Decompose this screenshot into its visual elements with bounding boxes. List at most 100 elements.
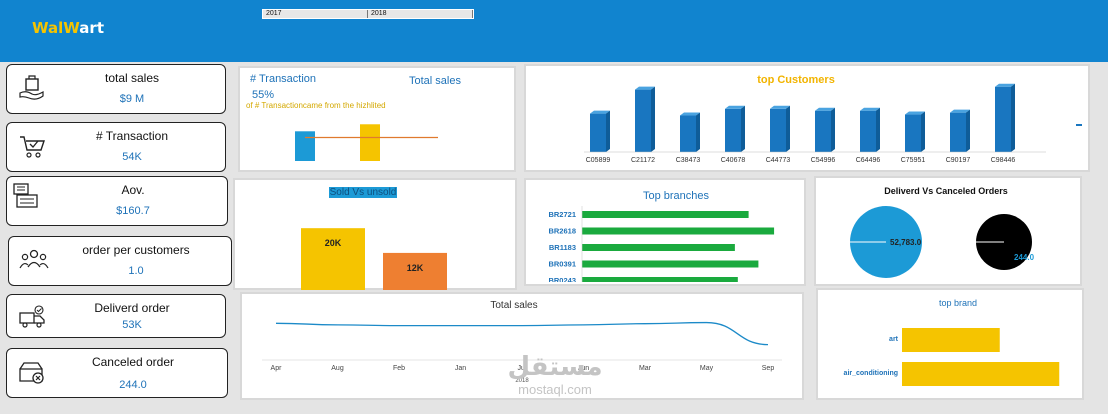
kpi-value: $9 M	[119, 93, 145, 105]
top-customers-chart: C05899 C21172 C38473 C40678 C44773 C54996 C644…	[584, 83, 1046, 164]
customer-bar-top	[815, 107, 835, 111]
kpi-label: Aov.	[121, 183, 145, 197]
year-2018-button[interactable]: 2018	[368, 10, 473, 18]
branch-label: BR2721	[548, 210, 576, 219]
sold-bar-label: 20K	[325, 238, 342, 248]
top-branches-chart: BR2721 BR2618 BR1183 BR0391 BR0243	[548, 206, 775, 282]
customer-bar-side	[741, 105, 745, 152]
month-tick-label: Mar	[639, 365, 652, 372]
total-sales-line-title: Total sales	[490, 300, 538, 311]
header-bar: WalWart 2017 2018	[0, 0, 1108, 62]
branch-bar	[582, 244, 735, 251]
customer-bar	[590, 113, 606, 152]
month-tick-label: May	[700, 365, 714, 372]
customer-bar	[815, 110, 831, 152]
transaction-bar	[360, 124, 380, 161]
kpi-total-sales[interactable]: total sales $9 M	[6, 64, 226, 114]
customer-bar	[770, 108, 786, 152]
top-customers-panel: top Customers C05899 C21172 C38473 C40678 C4…	[524, 64, 1090, 172]
customer-bar	[725, 108, 741, 152]
total-sales-line-chart: Apr Aug Feb Jan Jul Jun Mar May Sep 2018	[262, 321, 782, 384]
customer-bar	[860, 110, 876, 152]
sold-bar	[301, 228, 365, 290]
month-tick-label: Aug	[331, 365, 344, 372]
customer-tick-label: C21172	[631, 157, 655, 164]
mostaql-watermark: مستقل mostaql.com	[500, 352, 610, 397]
kpi-label: Deliverd order	[94, 301, 170, 315]
cart-check-icon	[20, 136, 45, 158]
bag-hand-icon	[19, 75, 44, 100]
branch-bar	[582, 260, 759, 268]
top-brand-title: top brand	[938, 298, 978, 308]
brand-label: air_conditioning	[844, 370, 898, 377]
customer-bar-top	[590, 110, 610, 114]
sold-unsold-panel: Sold Vs unsold 20K 12K	[233, 178, 517, 290]
transaction-panel: # Transaction Total sales 55% of # Trans…	[238, 66, 516, 172]
cancel-box-icon	[19, 362, 44, 384]
customer-bar-top	[770, 105, 790, 109]
kpi-aov[interactable]: Aov. $160.7	[6, 176, 228, 226]
sold-bar	[383, 252, 447, 290]
legend-marker	[1076, 124, 1082, 126]
branch-label: BR0243	[548, 276, 576, 282]
customer-bar	[635, 89, 651, 152]
top-branches-panel: Top branches BR2721 BR2618 BR1183 BR0391 BR0…	[524, 178, 806, 286]
kpi-label: # Transaction	[95, 129, 169, 143]
kpi-canceled-orders[interactable]: Canceled order 244.0	[6, 348, 228, 398]
branch-bar	[582, 277, 738, 282]
total-sales-line	[275, 321, 769, 346]
transaction-title: # Transaction	[250, 73, 317, 85]
orders-chart: 52,783.0 244.0	[850, 206, 1035, 278]
customer-tick-label: C75951	[901, 157, 926, 164]
customer-bar-side	[651, 86, 655, 152]
sold-unsold-chart: 20K 12K	[301, 228, 447, 290]
x-axis-title: 2018	[515, 378, 529, 384]
customer-tick-label: C38473	[676, 157, 701, 164]
walmart-logo: WalWart	[32, 19, 104, 37]
month-tick-label: Jan	[455, 365, 466, 372]
svg-text:WalWart: WalWart	[32, 19, 104, 37]
top-customers-title: top Customers	[757, 74, 835, 86]
kpi-delivered-orders[interactable]: Deliverd order 53K	[6, 294, 226, 338]
customer-tick-label: C90197	[946, 157, 971, 164]
customer-bar-top	[635, 86, 655, 90]
branch-bar	[582, 227, 775, 235]
total-sales-panel: Total sales Apr Aug Feb Jan Jul Jun Mar May Sep 2…	[240, 292, 804, 400]
customer-bar-side	[606, 110, 610, 152]
customer-bar	[950, 112, 966, 152]
kpi-sidebar: total sales $9 M # Transaction 54K Aov. …	[0, 62, 236, 414]
branch-label: BR2618	[548, 227, 576, 236]
year-slicer: 2017 2018	[262, 9, 474, 19]
brand-bar	[902, 328, 1000, 352]
customer-bar-top	[725, 105, 745, 109]
kpi-label: order per customers	[82, 243, 190, 257]
month-tick-label: Jun	[578, 365, 589, 372]
canceled-label: 244.0	[1014, 253, 1035, 262]
brand-label: art	[889, 336, 899, 343]
kpi-transactions[interactable]: # Transaction 54K	[6, 122, 226, 172]
watermark-arabic: مستقل	[507, 352, 603, 382]
transaction-percent: 55%	[252, 89, 275, 101]
customer-bar-top	[995, 83, 1015, 87]
customer-bar-top	[860, 107, 880, 111]
month-tick-label: Feb	[393, 365, 405, 372]
transaction-bar	[295, 131, 315, 161]
total-sales-title: Total sales	[409, 75, 461, 87]
customer-bar-side	[966, 109, 970, 152]
customer-tick-label: C44773	[766, 157, 791, 164]
register-icon	[13, 183, 38, 208]
brand-bar	[902, 362, 1060, 386]
people-icon	[19, 249, 49, 269]
kpi-orders-per-customer[interactable]: order per customers 1.0	[8, 236, 232, 286]
watermark-latin: mostaql.com	[518, 382, 592, 397]
year-2017-button[interactable]: 2017	[263, 10, 368, 18]
customer-bar-side	[786, 105, 790, 152]
customer-bar-top	[950, 109, 970, 113]
branch-label: BR0391	[548, 260, 576, 269]
kpi-value: 1.0	[128, 265, 144, 277]
kpi-label: total sales	[104, 71, 160, 85]
kpi-value: 53K	[122, 319, 142, 331]
top-brand-panel: top brand art air_conditioning	[816, 288, 1084, 400]
customer-bar-side	[831, 107, 835, 152]
